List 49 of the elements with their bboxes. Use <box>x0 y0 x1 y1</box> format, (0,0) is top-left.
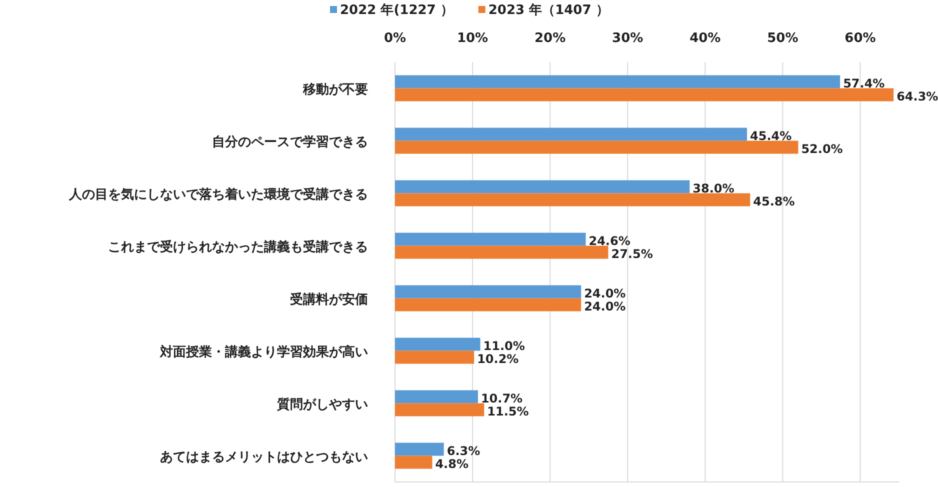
x-tick-label: 50% <box>767 31 798 46</box>
data-label: 11.5% <box>487 404 529 418</box>
bar <box>395 442 444 456</box>
data-label: 45.4% <box>750 128 792 143</box>
legend-label: 2023 年（1407 ） <box>488 3 609 18</box>
y-tick-label: 人の目を気にしないで落ち着いた環境で受講できる <box>68 186 368 202</box>
y-tick-label: これまで受けられなかった講義も受講できる <box>108 238 368 255</box>
data-label: 64.3% <box>896 89 938 104</box>
data-label: 45.8% <box>753 194 795 208</box>
y-tick-label: 移動が不要 <box>302 82 368 98</box>
data-label: 52.0% <box>801 142 843 156</box>
data-label: 27.5% <box>611 246 653 261</box>
data-label: 24.6% <box>588 234 630 248</box>
data-label: 24.0% <box>584 299 626 314</box>
x-tick-label: 60% <box>844 31 876 46</box>
x-tick-label: 40% <box>690 31 721 46</box>
x-tick-label: 20% <box>534 31 566 46</box>
bar <box>395 350 474 364</box>
data-label: 57.4% <box>843 76 885 90</box>
bar <box>395 128 748 141</box>
x-tick-label: 0% <box>384 31 406 46</box>
bar <box>395 298 582 312</box>
x-tick-label: 10% <box>456 31 488 46</box>
bar <box>395 75 840 88</box>
bar <box>395 338 480 351</box>
y-tick-label: 質問がしやすい <box>276 396 368 412</box>
data-label: 11.0% <box>483 338 525 353</box>
bar <box>395 403 484 416</box>
y-tick-label: 自分のペースで学習できる <box>212 134 368 150</box>
data-label: 10.2% <box>477 352 519 366</box>
y-tick-label: 受講料が安価 <box>289 291 368 308</box>
bar <box>395 140 798 154</box>
data-label: 38.0% <box>692 181 734 196</box>
bar <box>395 180 690 194</box>
data-label: 4.8% <box>435 456 468 471</box>
bar <box>395 390 478 404</box>
y-tick-label: あてはまるメリットはひとつもない <box>160 450 368 465</box>
bar <box>395 232 586 246</box>
data-label: 6.3% <box>446 444 480 458</box>
data-label: 24.0% <box>584 286 626 300</box>
y-tick-label: 対面授業・講義より学習効果が高い <box>159 344 368 360</box>
bar <box>395 246 608 259</box>
x-tick-label: 30% <box>612 31 644 46</box>
data-label: 10.7% <box>480 391 523 406</box>
bar <box>395 285 582 298</box>
bar <box>395 88 894 102</box>
bar <box>395 193 750 206</box>
legend-label: 2022 年(1227 ） <box>340 3 454 18</box>
bar <box>395 456 432 469</box>
